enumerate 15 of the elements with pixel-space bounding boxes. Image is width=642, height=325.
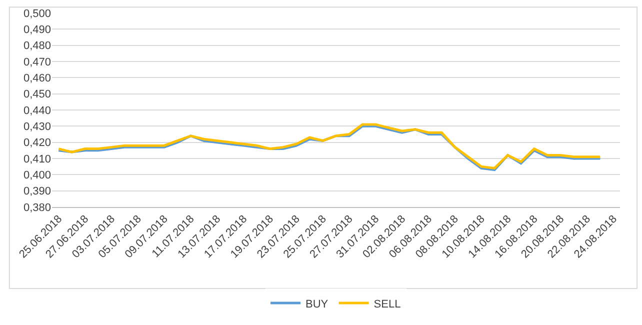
y-tick-label: 0,390 [23,186,51,198]
y-tick-label: 0,450 [23,88,51,101]
y-tick-label: 0,500 [23,8,51,20]
y-tick-label: 0,490 [23,24,51,36]
legend-label: SELL [374,298,401,310]
y-tick-label: 0,470 [23,56,51,68]
y-tick-label: 0,440 [23,104,51,117]
y-tick-label: 0,480 [23,40,51,52]
y-tick-label: 0,380 [23,202,51,214]
y-tick-label: 0,420 [23,137,51,150]
y-tick-label: 0,460 [23,72,51,85]
legend-label: BUY [306,298,329,310]
y-tick-label: 0,430 [23,121,51,134]
y-tick-label: 0,410 [23,153,51,166]
y-tick-label: 0,400 [23,170,51,182]
